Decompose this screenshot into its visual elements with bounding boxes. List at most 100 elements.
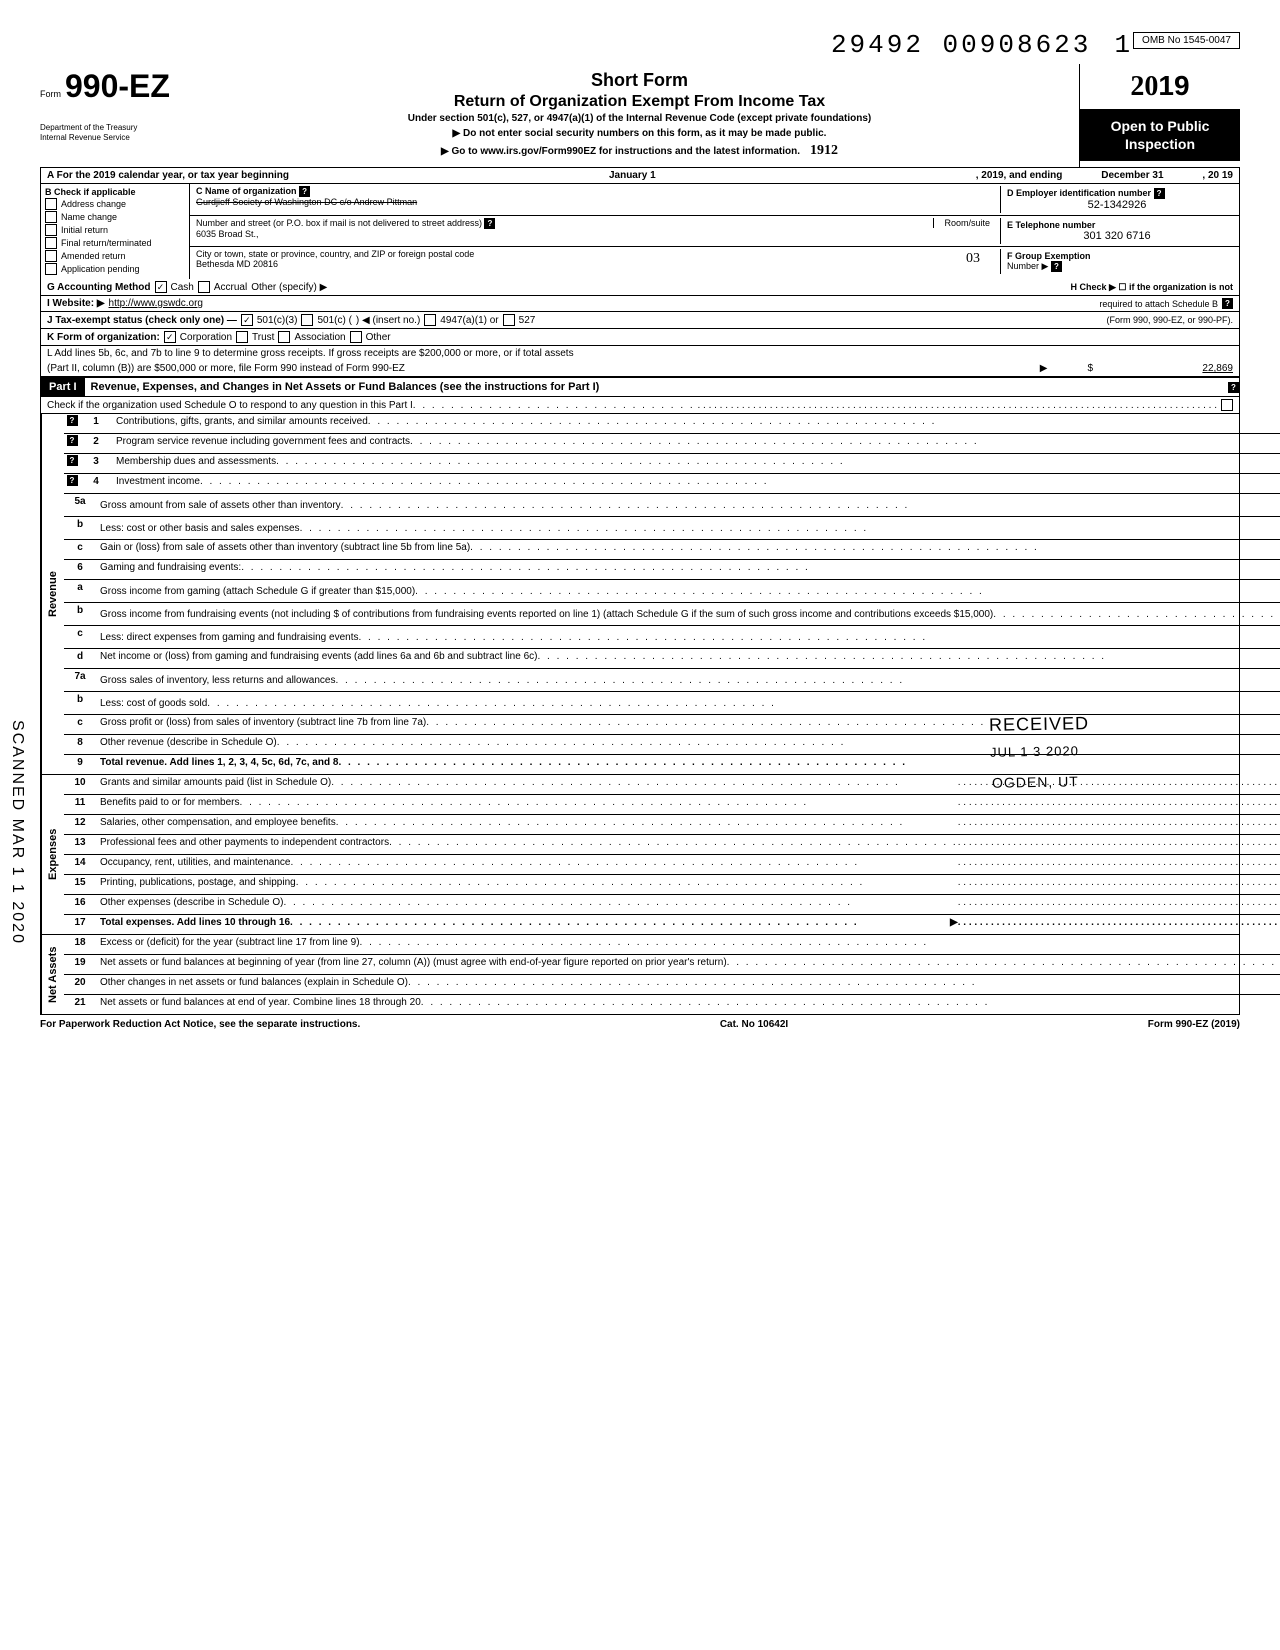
line-d: dNet income or (loss) from gaming and fu… — [64, 649, 1280, 669]
section-c-label: C Name of organization — [196, 186, 297, 196]
side-net-assets: Net Assets — [41, 935, 64, 1014]
city-label: City or town, state or province, country… — [196, 249, 474, 259]
line-b: bGross income from fundraising events (n… — [64, 603, 1280, 626]
chk-initial-return[interactable] — [45, 224, 57, 236]
received-stamp: RECEIVED — [989, 713, 1089, 736]
line-c: cLess: direct expenses from gaming and f… — [64, 626, 1280, 649]
city-value: Bethesda MD 20816 — [196, 259, 278, 269]
help-icon[interactable]: ? — [484, 218, 495, 229]
line-b: bLess: cost of goods sold7b — [64, 692, 1280, 715]
title-main: Return of Organization Exempt From Incom… — [208, 93, 1071, 111]
inspection: Inspection — [1084, 135, 1236, 153]
form-prefix: Form — [40, 89, 61, 99]
help-icon[interactable]: ? — [1154, 188, 1165, 199]
row-i-website: I Website: ▶ http://www.gswdc.org requir… — [40, 296, 1240, 312]
note-ssn: ▶ Do not enter social security numbers o… — [208, 128, 1071, 139]
line-11: 11Benefits paid to or for members11 — [64, 795, 1280, 815]
scanned-stamp: SCANNED MAR 1 1 2020 — [8, 720, 26, 945]
title-short-form: Short Form — [208, 70, 1071, 91]
side-expenses: Expenses — [41, 775, 64, 934]
document-id-suffix: 1 — [1114, 30, 1133, 60]
room-label: Room/suite — [933, 218, 990, 228]
website-url: http://www.gswdc.org — [109, 298, 203, 309]
chk-schedule-o[interactable] — [1221, 399, 1233, 411]
phone-value: 301 320 6716 — [1007, 230, 1227, 242]
dept-irs: Internal Revenue Service — [40, 133, 200, 143]
open-to-public: Open to Public — [1084, 117, 1236, 135]
line-19: 19Net assets or fund balances at beginni… — [64, 955, 1280, 975]
chk-final-return[interactable] — [45, 237, 57, 249]
chk-4947[interactable] — [424, 314, 436, 326]
line-6: 6Gaming and fundraising events: — [64, 560, 1280, 580]
line-21: 21Net assets or fund balances at end of … — [64, 995, 1280, 1014]
org-name: Gurdjieff Society of Washington DC c/o A… — [196, 197, 417, 207]
top-row: 29492 00908623 1 OMB No 1545-0047 — [40, 30, 1240, 60]
line-10: 10Grants and similar amounts paid (list … — [64, 775, 1280, 795]
street-value: 6035 Broad St., — [196, 229, 259, 239]
line-15: 15Printing, publications, postage, and s… — [64, 875, 1280, 895]
chk-trust[interactable] — [236, 331, 248, 343]
dept-treasury: Department of the Treasury — [40, 123, 200, 133]
line-13: 13Professional fees and other payments t… — [64, 835, 1280, 855]
line-9: 9Total revenue. Add lines 1, 2, 3, 4, 5c… — [64, 755, 1280, 774]
form-header: Form 990-EZ Department of the Treasury I… — [40, 64, 1240, 168]
section-f-number: Number ▶ — [1007, 261, 1048, 271]
row-j-tax-exempt: J Tax-exempt status (check only one) — 5… — [40, 312, 1240, 329]
page-footer: For Paperwork Reduction Act Notice, see … — [40, 1015, 1240, 1034]
line-2: ?2Program service revenue including gove… — [64, 434, 1280, 454]
chk-amended[interactable] — [45, 250, 57, 262]
section-d-label: D Employer identification number — [1007, 188, 1151, 198]
form-number: 990-EZ — [65, 68, 170, 105]
section-b-label: B Check if applicable — [45, 187, 185, 197]
side-revenue: Revenue — [41, 414, 64, 774]
ein-value: 52-1342926 — [1007, 199, 1227, 211]
entity-grid: B Check if applicable Address change Nam… — [40, 184, 1240, 279]
help-icon[interactable]: ? — [1222, 298, 1233, 309]
line-a: aGross income from gaming (attach Schedu… — [64, 580, 1280, 603]
help-icon[interactable]: ? — [1051, 261, 1062, 272]
chk-corporation[interactable] — [164, 331, 176, 343]
help-icon[interactable]: ? — [1228, 382, 1239, 393]
received-date: JUL 1 3 2020 — [990, 743, 1079, 760]
chk-app-pending[interactable] — [45, 263, 57, 275]
chk-association[interactable] — [278, 331, 290, 343]
chk-cash[interactable] — [155, 281, 167, 293]
chk-501c[interactable] — [301, 314, 313, 326]
row-g-accounting: G Accounting Method Cash Accrual Other (… — [40, 279, 1240, 296]
received-place: OGDEN, UT — [992, 773, 1079, 791]
chk-accrual[interactable] — [198, 281, 210, 293]
street-label: Number and street (or P.O. box if mail i… — [196, 218, 482, 228]
section-e-label: E Telephone number — [1007, 220, 1095, 230]
row-k-org-form: K Form of organization: Corporation Trus… — [40, 329, 1240, 346]
tax-year: 20201919 — [1080, 64, 1240, 109]
chk-501c3[interactable] — [241, 314, 253, 326]
chk-527[interactable] — [503, 314, 515, 326]
note-website: ▶ Go to www.irs.gov/Form990EZ for instru… — [441, 146, 800, 157]
part-i-schedule-o-check: Check if the organization used Schedule … — [40, 397, 1240, 414]
row-a-tax-year: A For the 2019 calendar year, or tax yea… — [40, 168, 1240, 184]
row-l-gross-receipts: L Add lines 5b, 6c, and 7b to line 9 to … — [40, 346, 1240, 377]
line-20: 20Other changes in net assets or fund ba… — [64, 975, 1280, 995]
line-7a: 7aGross sales of inventory, less returns… — [64, 669, 1280, 692]
line-17: 17Total expenses. Add lines 10 through 1… — [64, 915, 1280, 934]
line-8: 8Other revenue (describe in Schedule O)8 — [64, 735, 1280, 755]
line-18: 18Excess or (deficit) for the year (subt… — [64, 935, 1280, 955]
line-16: 16Other expenses (describe in Schedule O… — [64, 895, 1280, 915]
line-c: cGain or (loss) from sale of assets othe… — [64, 540, 1280, 560]
chk-address-change[interactable] — [45, 198, 57, 210]
section-f-label: F Group Exemption — [1007, 251, 1091, 261]
line-12: 12Salaries, other compensation, and empl… — [64, 815, 1280, 835]
line-4: ?4Investment income4 — [64, 474, 1280, 494]
chk-other[interactable] — [350, 331, 362, 343]
line-b: bLess: cost or other basis and sales exp… — [64, 517, 1280, 540]
line-14: 14Occupancy, rent, utilities, and mainte… — [64, 855, 1280, 875]
gross-receipts-value: 22,869 — [1133, 363, 1233, 374]
title-under: Under section 501(c), 527, or 4947(a)(1)… — [208, 113, 1071, 124]
line-1: ?1Contributions, gifts, grants, and simi… — [64, 414, 1280, 434]
chk-name-change[interactable] — [45, 211, 57, 223]
line-c: cGross profit or (loss) from sales of in… — [64, 715, 1280, 735]
document-id: 29492 00908623 — [831, 30, 1091, 60]
line-3: ?3Membership dues and assessments322,869 — [64, 454, 1280, 474]
help-icon[interactable]: ? — [299, 186, 310, 197]
handwritten-1912: 1912 — [810, 143, 838, 159]
